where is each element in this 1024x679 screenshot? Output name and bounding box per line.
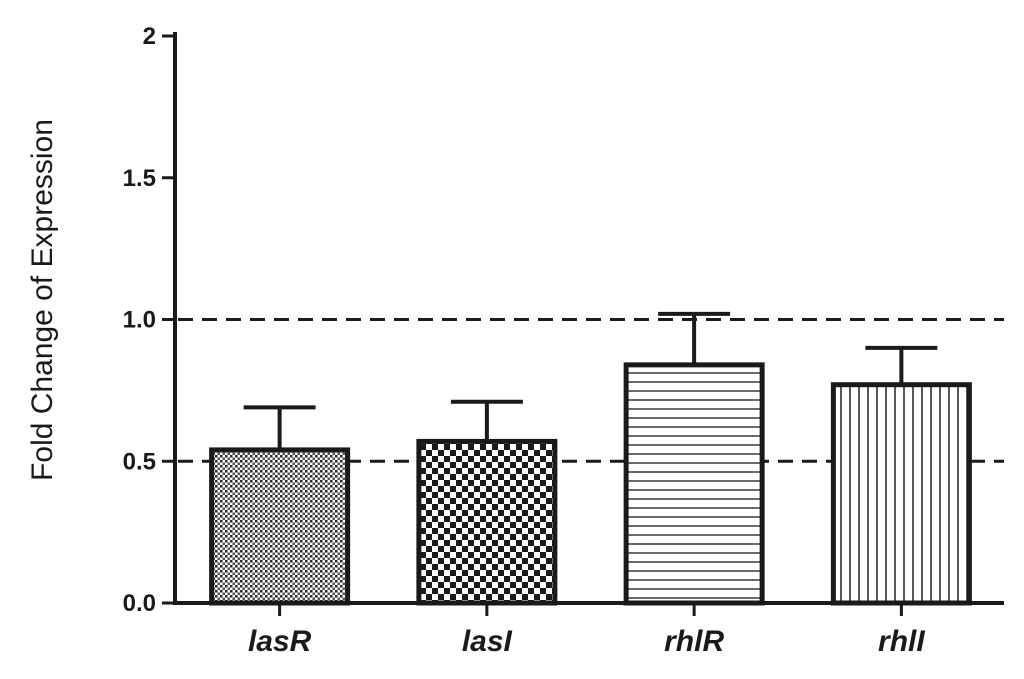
category-label: lasR: [248, 625, 312, 658]
bar: [416, 438, 558, 606]
y-tick-label: 0.5: [123, 448, 156, 475]
reference-lines: [178, 318, 1004, 463]
category-label: rhlR: [664, 625, 724, 658]
bar: [623, 362, 765, 606]
bars: [209, 362, 972, 606]
y-tick-label: 1.5: [123, 165, 156, 192]
y-tick-label: 2: [143, 23, 156, 50]
bar: [209, 447, 351, 606]
y-axis-title: Fold Change of Expression: [26, 119, 59, 481]
y-tick-label: 1.0: [123, 307, 156, 334]
error-bars: [243, 311, 938, 450]
x-axis: lasR lasI rhlR rhlI: [173, 601, 1004, 658]
y-axis: 0.0 0.5 1.0 1.5 2: [123, 23, 177, 617]
bar: [830, 382, 972, 606]
category-label: rhlI: [878, 625, 925, 658]
y-tick-label: 0.0: [123, 590, 156, 617]
category-label: lasI: [462, 625, 513, 658]
